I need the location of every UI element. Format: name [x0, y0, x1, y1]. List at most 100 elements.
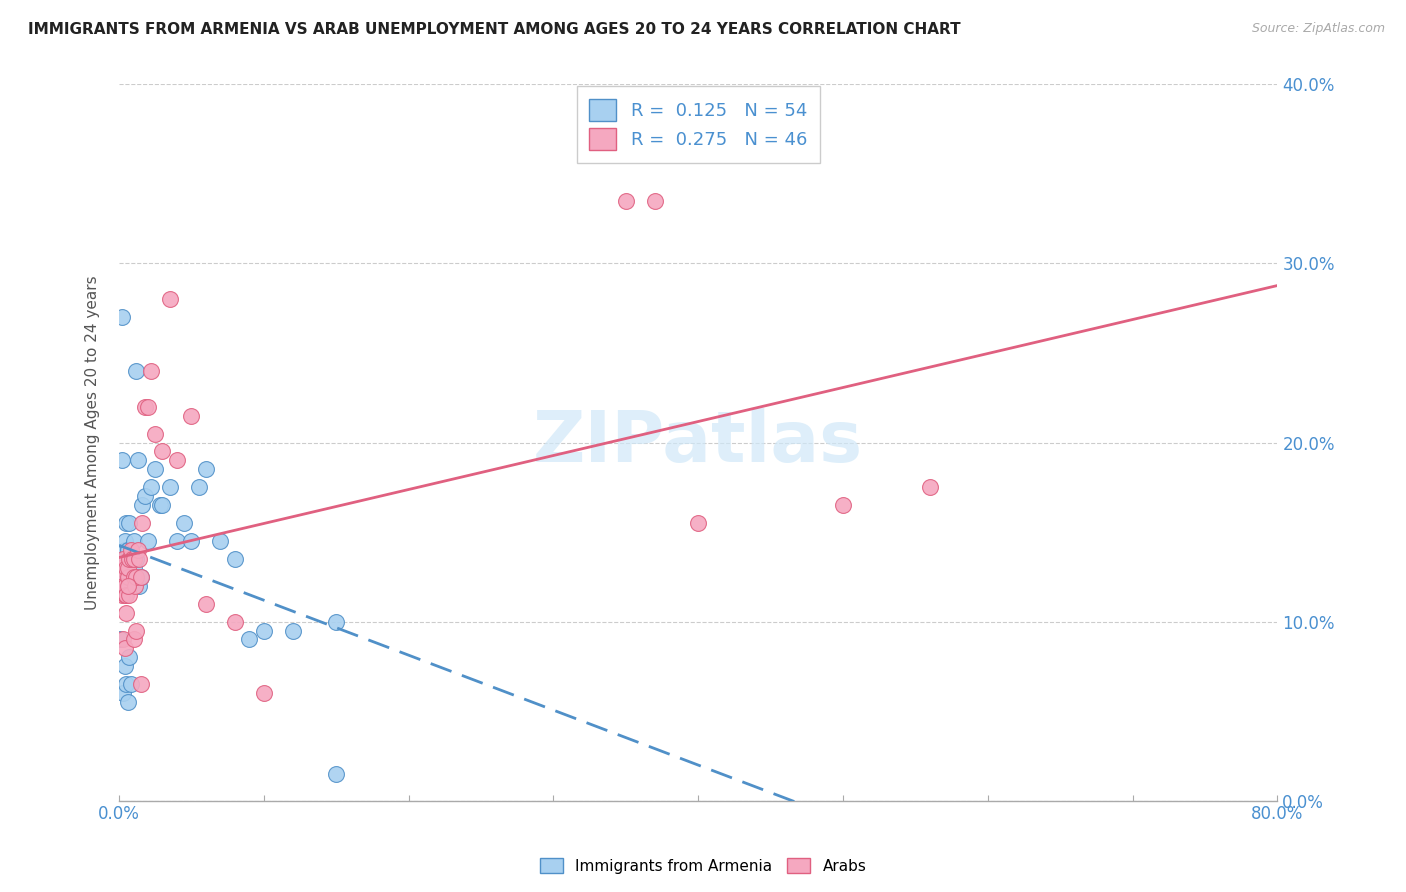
- Point: [127, 453, 149, 467]
- Point: [325, 615, 347, 629]
- Point: [125, 570, 148, 584]
- Point: [112, 561, 135, 575]
- Point: [166, 534, 188, 549]
- Point: [115, 677, 138, 691]
- Point: [136, 534, 159, 549]
- Point: [136, 400, 159, 414]
- Point: [180, 409, 202, 423]
- Point: [118, 516, 141, 530]
- Point: [139, 364, 162, 378]
- Point: [122, 552, 145, 566]
- Point: [180, 534, 202, 549]
- Point: [121, 570, 143, 584]
- Point: [115, 606, 138, 620]
- Point: [129, 677, 152, 691]
- Legend: R =  0.125   N = 54, R =  0.275   N = 46: R = 0.125 N = 54, R = 0.275 N = 46: [576, 87, 820, 163]
- Y-axis label: Unemployment Among Ages 20 to 24 years: Unemployment Among Ages 20 to 24 years: [86, 276, 100, 610]
- Point: [117, 561, 139, 575]
- Point: [688, 516, 710, 530]
- Point: [832, 498, 855, 512]
- Point: [131, 498, 153, 512]
- Text: ZIPatlas: ZIPatlas: [533, 408, 863, 477]
- Point: [224, 552, 246, 566]
- Point: [173, 516, 195, 530]
- Legend: Immigrants from Armenia, Arabs: Immigrants from Armenia, Arabs: [534, 852, 872, 880]
- Point: [209, 534, 232, 549]
- Point: [120, 677, 142, 691]
- Point: [143, 426, 166, 441]
- Point: [120, 552, 142, 566]
- Point: [125, 364, 148, 378]
- Point: [112, 579, 135, 593]
- Text: IMMIGRANTS FROM ARMENIA VS ARAB UNEMPLOYMENT AMONG AGES 20 TO 24 YEARS CORRELATI: IMMIGRANTS FROM ARMENIA VS ARAB UNEMPLOY…: [28, 22, 960, 37]
- Point: [187, 480, 209, 494]
- Point: [115, 570, 138, 584]
- Point: [114, 579, 136, 593]
- Point: [111, 570, 134, 584]
- Point: [614, 194, 637, 208]
- Point: [125, 624, 148, 638]
- Point: [194, 597, 217, 611]
- Point: [128, 552, 150, 566]
- Point: [122, 534, 145, 549]
- Point: [129, 570, 152, 584]
- Point: [117, 543, 139, 558]
- Point: [159, 480, 181, 494]
- Point: [166, 453, 188, 467]
- Point: [115, 561, 138, 575]
- Point: [115, 588, 138, 602]
- Point: [111, 310, 134, 325]
- Point: [122, 561, 145, 575]
- Point: [128, 579, 150, 593]
- Point: [152, 498, 174, 512]
- Point: [124, 579, 146, 593]
- Point: [117, 561, 139, 575]
- Point: [129, 570, 152, 584]
- Point: [114, 552, 136, 566]
- Point: [114, 659, 136, 673]
- Point: [120, 543, 142, 558]
- Point: [120, 579, 142, 593]
- Point: [122, 632, 145, 647]
- Point: [224, 615, 246, 629]
- Point: [325, 766, 347, 780]
- Point: [281, 624, 304, 638]
- Point: [112, 632, 135, 647]
- Point: [115, 516, 138, 530]
- Point: [118, 570, 141, 584]
- Point: [918, 480, 941, 494]
- Point: [143, 462, 166, 476]
- Point: [124, 570, 146, 584]
- Point: [121, 552, 143, 566]
- Point: [134, 400, 156, 414]
- Point: [110, 632, 132, 647]
- Point: [118, 552, 141, 566]
- Point: [114, 588, 136, 602]
- Point: [115, 561, 138, 575]
- Point: [112, 686, 135, 700]
- Point: [131, 516, 153, 530]
- Point: [125, 552, 148, 566]
- Point: [149, 498, 172, 512]
- Point: [134, 489, 156, 503]
- Point: [118, 588, 141, 602]
- Point: [112, 570, 135, 584]
- Point: [194, 462, 217, 476]
- Point: [110, 561, 132, 575]
- Point: [121, 579, 143, 593]
- Point: [253, 624, 276, 638]
- Point: [238, 632, 260, 647]
- Point: [152, 444, 174, 458]
- Point: [117, 543, 139, 558]
- Point: [114, 641, 136, 656]
- Point: [117, 695, 139, 709]
- Point: [117, 570, 139, 584]
- Point: [114, 534, 136, 549]
- Point: [127, 543, 149, 558]
- Point: [159, 293, 181, 307]
- Point: [111, 588, 134, 602]
- Text: Source: ZipAtlas.com: Source: ZipAtlas.com: [1251, 22, 1385, 36]
- Point: [644, 194, 666, 208]
- Point: [111, 453, 134, 467]
- Point: [139, 480, 162, 494]
